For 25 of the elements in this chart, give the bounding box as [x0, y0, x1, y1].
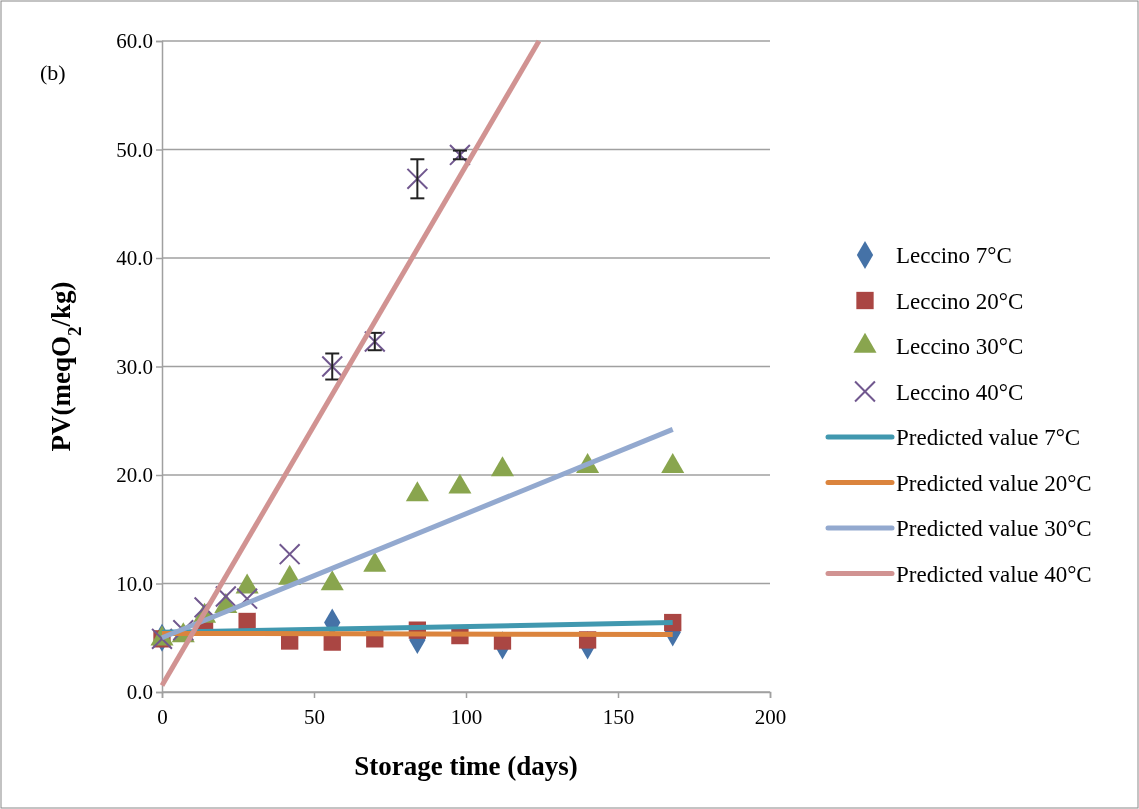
- y-tick-label: 40.0: [116, 246, 153, 271]
- y-tick-label: 30.0: [116, 354, 153, 379]
- legend-label: Predicted value 20°C: [896, 470, 1092, 496]
- legend-label: Predicted value 40°C: [896, 561, 1092, 587]
- legend-label: Leccino 40°C: [896, 379, 1024, 405]
- text: (b): [40, 60, 66, 85]
- x-axis-title: Storage time (days): [354, 751, 578, 781]
- y-tick-label: 10.0: [116, 571, 153, 596]
- y-tick-label: 0.0: [126, 680, 153, 705]
- x-tick-label: 200: [754, 705, 787, 730]
- point: [406, 167, 429, 190]
- legend-label: Leccino 30°C: [896, 334, 1024, 359]
- legend-label: Predicted value 30°C: [896, 516, 1092, 541]
- legend-label: Leccino 7°C: [896, 243, 1012, 268]
- x-tick-label: 0: [157, 705, 168, 730]
- point: [448, 143, 471, 166]
- y-tick-label: 60.0: [116, 29, 153, 54]
- x-tick-label: 50: [304, 705, 325, 730]
- x-tick-label: 150: [602, 705, 635, 730]
- x-tick-label: 100: [450, 705, 483, 730]
- point: [278, 543, 301, 566]
- y-tick-label: 50.0: [116, 137, 153, 162]
- legend-label: Leccino 20°C: [896, 288, 1024, 314]
- legend-label: Predicted value 7°C: [896, 425, 1081, 450]
- y-tick-label: 20.0: [116, 463, 153, 488]
